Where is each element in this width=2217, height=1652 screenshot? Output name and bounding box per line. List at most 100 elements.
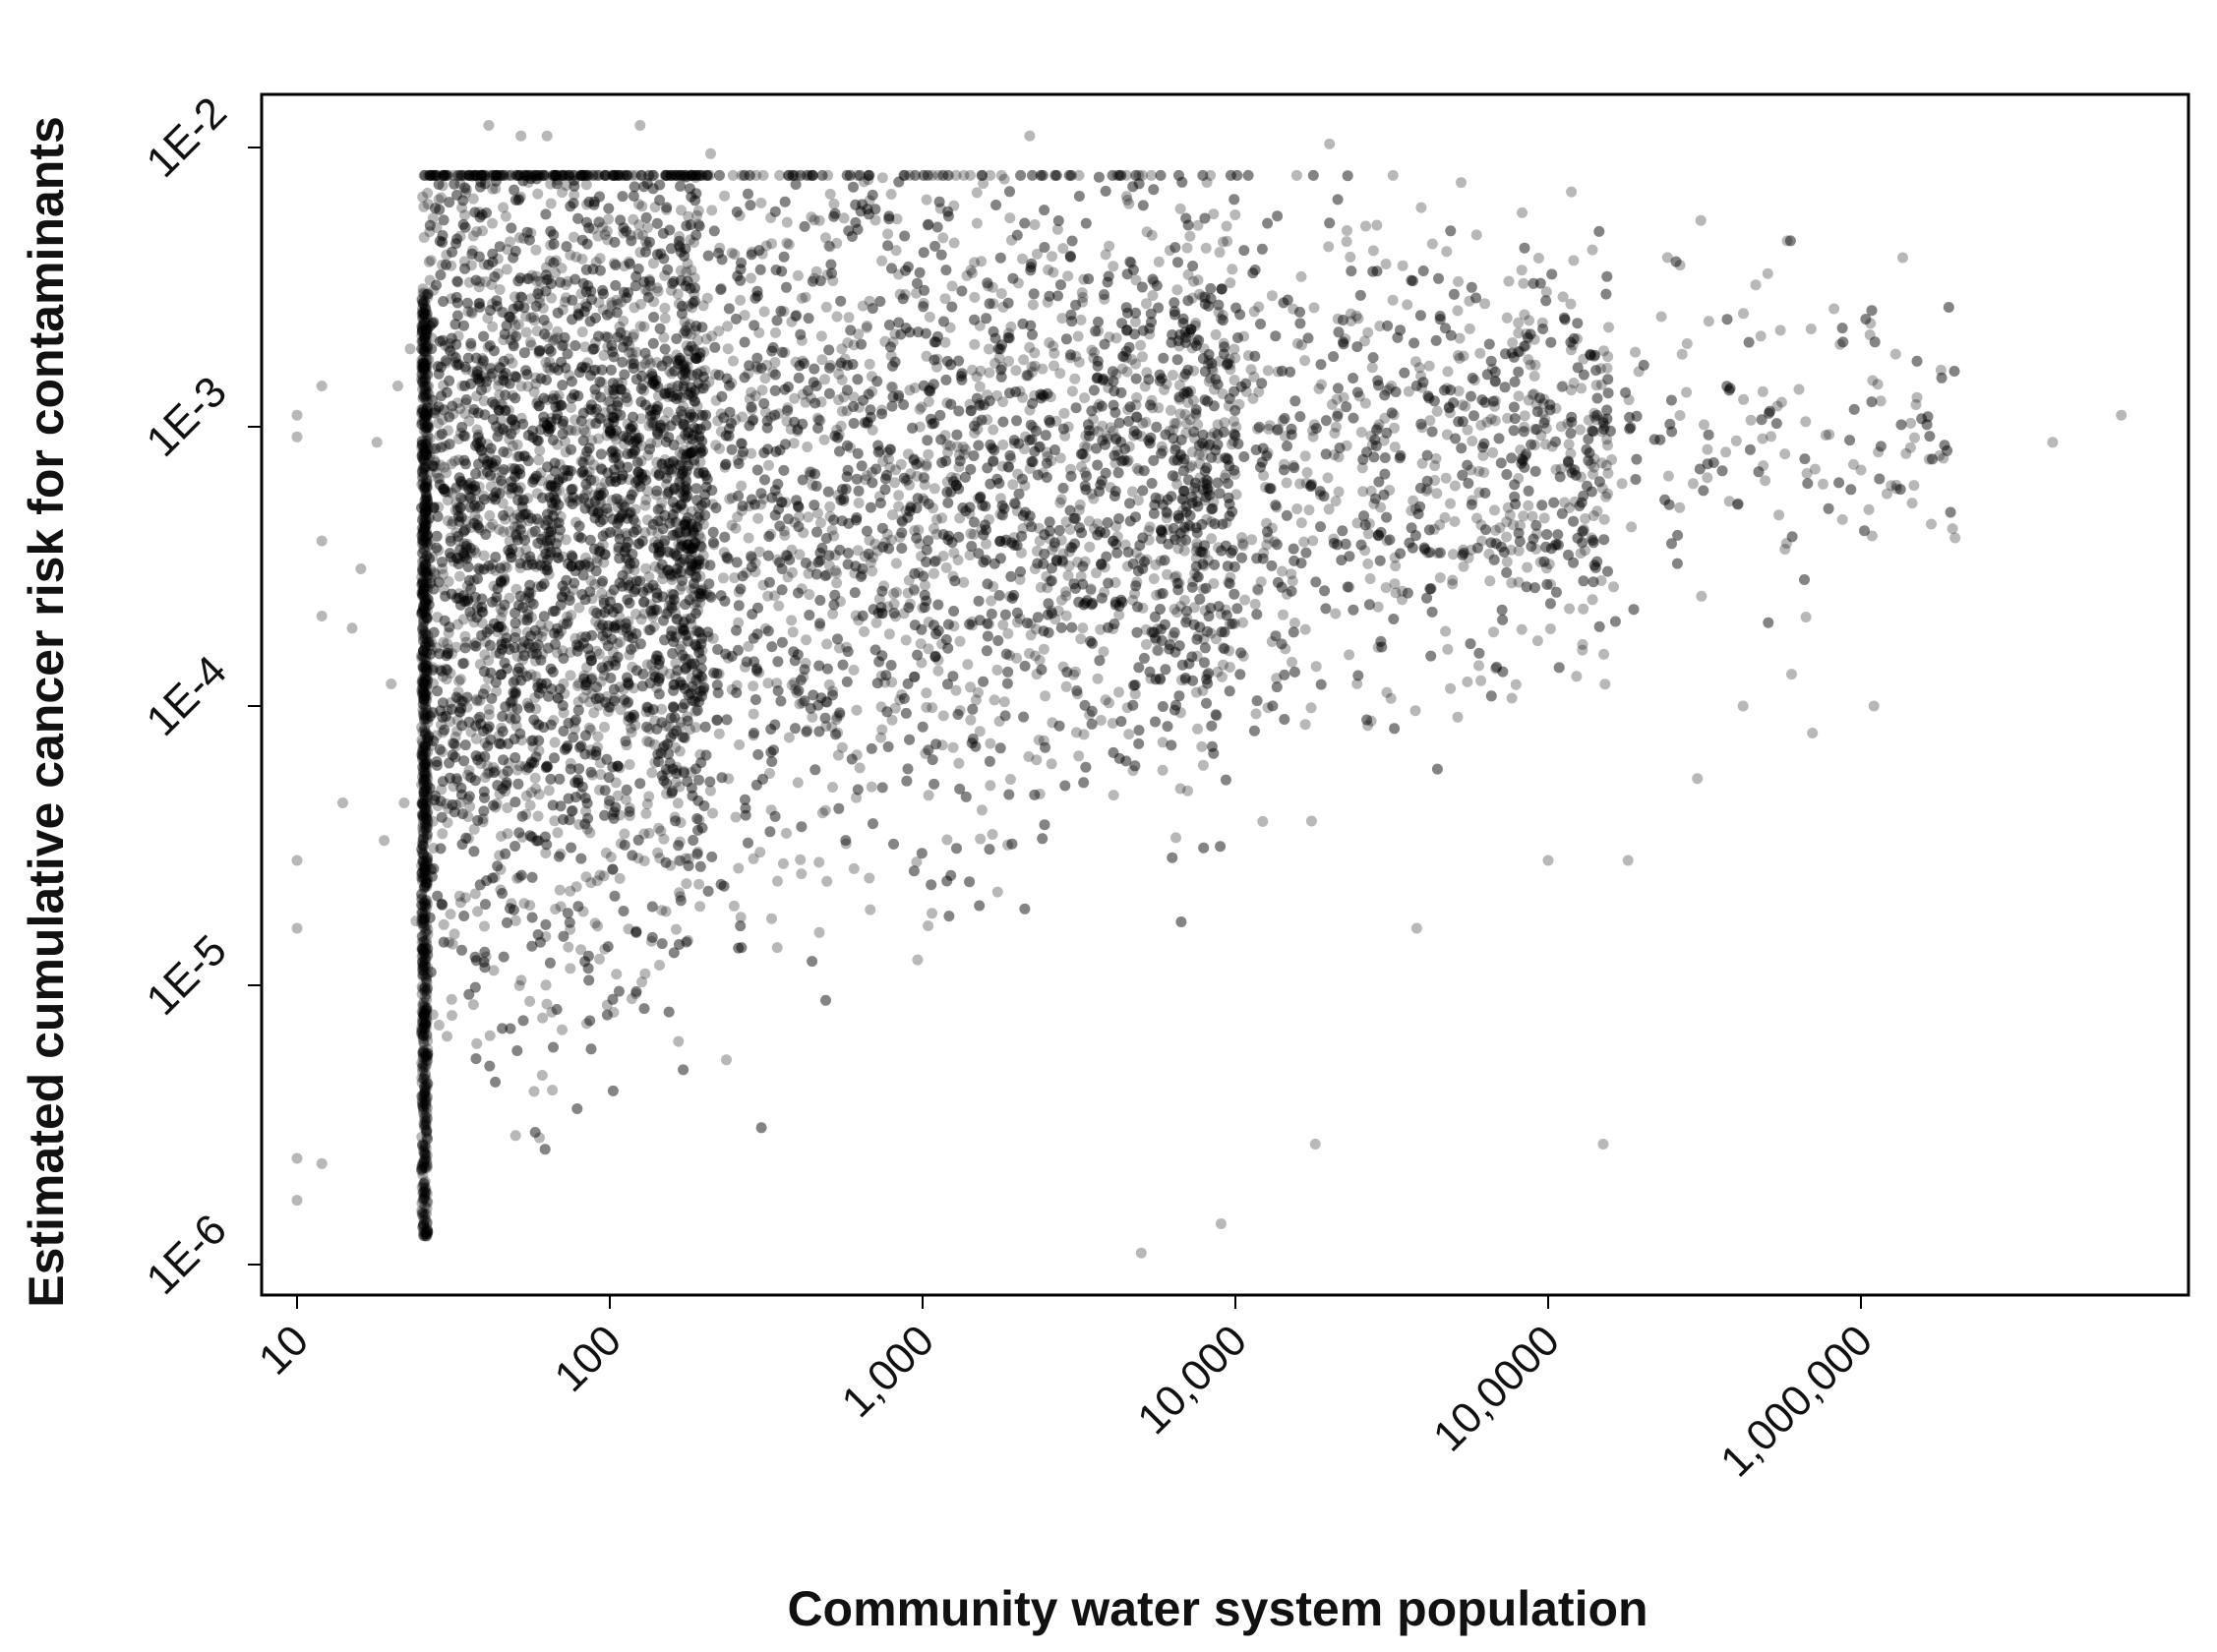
- data-point: [1544, 623, 1556, 634]
- data-point: [976, 804, 988, 816]
- data-point: [1587, 594, 1598, 606]
- data-point: [771, 678, 783, 689]
- data-point: [540, 848, 552, 858]
- data-point: [919, 579, 930, 591]
- data-point: [2047, 437, 2059, 448]
- data-point: [526, 612, 537, 623]
- data-point: [1503, 275, 1515, 287]
- data-point: [905, 468, 917, 480]
- data-point: [807, 479, 818, 491]
- data-point: [1148, 573, 1160, 584]
- data-point: [504, 236, 515, 248]
- data-point: [1868, 700, 1880, 712]
- data-point: [543, 785, 555, 796]
- data-point: [608, 430, 620, 442]
- data-point: [1027, 299, 1039, 311]
- data-point: [772, 875, 783, 887]
- data-point: [1470, 229, 1482, 241]
- data-point: [1423, 360, 1435, 372]
- data-point: [1073, 750, 1085, 762]
- data-point: [506, 416, 517, 428]
- data-point: [1523, 354, 1534, 366]
- data-point: [909, 585, 921, 596]
- data-point: [1050, 556, 1062, 566]
- data-point: [1004, 212, 1016, 224]
- data-point: [1501, 556, 1513, 567]
- data-point: [984, 367, 995, 379]
- data-point: [735, 294, 747, 306]
- data-point: [1674, 502, 1686, 513]
- data-point: [449, 504, 461, 516]
- data-point: [893, 501, 905, 512]
- data-point: [706, 205, 718, 216]
- data-point: [748, 853, 759, 864]
- data-point: [875, 671, 887, 681]
- data-point: [913, 524, 925, 536]
- data-point: [1177, 504, 1189, 516]
- data-point: [1196, 740, 1208, 752]
- data-point: [1058, 407, 1070, 419]
- data-point: [1018, 354, 1030, 366]
- data-point: [435, 459, 447, 471]
- data-point: [1910, 399, 1922, 410]
- data-point: [787, 626, 799, 638]
- data-point: [1362, 326, 1374, 338]
- data-point: [1591, 505, 1603, 517]
- data-point: [1301, 467, 1313, 478]
- data-point: [1151, 589, 1163, 601]
- data-point: [788, 438, 800, 449]
- data-point: [1201, 177, 1213, 188]
- data-point: [474, 275, 486, 287]
- data-point: [1431, 488, 1443, 500]
- data-point: [1131, 391, 1143, 403]
- data-point: [923, 448, 934, 460]
- data-point: [759, 373, 771, 384]
- data-point: [590, 389, 602, 400]
- data-point: [1730, 435, 1742, 446]
- data-point: [1019, 903, 1031, 914]
- data-point: [549, 333, 561, 345]
- data-point: [1793, 384, 1805, 395]
- data-point: [916, 657, 928, 669]
- data-point: [659, 313, 671, 324]
- data-point: [1435, 314, 1447, 325]
- data-point: [1141, 367, 1153, 379]
- data-point: [1441, 246, 1453, 258]
- data-point: [1424, 415, 1436, 427]
- data-point: [1807, 728, 1819, 738]
- data-point: [673, 1035, 685, 1047]
- data-point: [870, 617, 882, 628]
- data-point: [1397, 585, 1408, 597]
- data-point: [1475, 675, 1487, 686]
- data-point: [639, 358, 651, 370]
- data-point: [569, 414, 581, 426]
- data-point: [1676, 348, 1688, 360]
- data-point: [726, 247, 738, 259]
- data-point: [1206, 362, 1218, 374]
- data-point: [859, 625, 870, 637]
- data-point: [1281, 477, 1292, 489]
- data-point: [522, 609, 534, 620]
- data-point: [1019, 480, 1031, 492]
- data-point: [921, 687, 932, 699]
- data-point: [460, 364, 472, 376]
- data-point: [928, 502, 938, 514]
- data-point: [450, 497, 462, 508]
- data-point: [1108, 623, 1119, 634]
- data-point: [1218, 236, 1228, 248]
- data-point: [1911, 391, 1923, 403]
- data-point: [1738, 393, 1750, 405]
- data-point: [1410, 356, 1421, 368]
- data-point: [614, 495, 626, 506]
- data-point: [1266, 290, 1278, 302]
- data-point: [1626, 521, 1638, 533]
- data-point: [664, 466, 676, 478]
- data-point: [514, 482, 526, 494]
- data-point: [442, 495, 453, 506]
- data-point: [1360, 220, 1371, 232]
- data-point: [743, 532, 754, 544]
- data-point: [687, 661, 698, 673]
- data-point: [899, 169, 911, 181]
- data-point: [675, 622, 687, 634]
- data-point: [773, 408, 785, 420]
